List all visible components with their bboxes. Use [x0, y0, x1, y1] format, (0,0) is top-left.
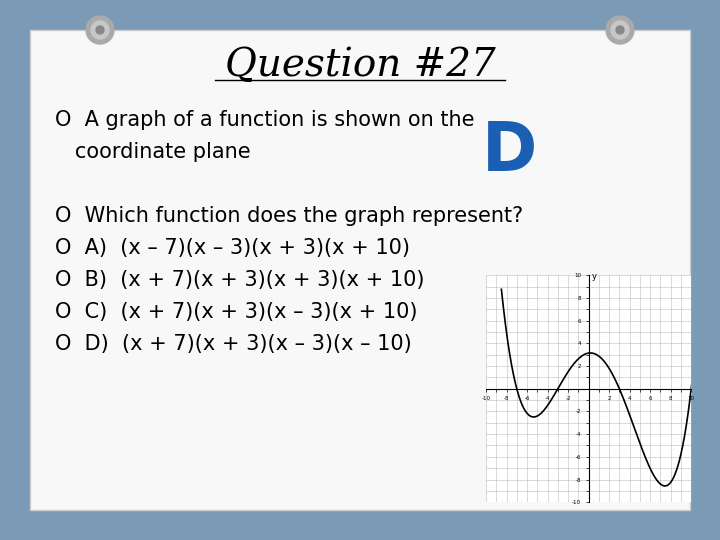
Circle shape: [606, 16, 634, 44]
Text: O  B)  (x + 7)(x + 3)(x + 3)(x + 10): O B) (x + 7)(x + 3)(x + 3)(x + 10): [55, 270, 425, 290]
Circle shape: [616, 26, 624, 34]
Text: D: D: [482, 119, 538, 185]
Text: O  Which function does the graph represent?: O Which function does the graph represen…: [55, 206, 523, 226]
Circle shape: [611, 21, 629, 39]
Text: O  A graph of a function is shown on the: O A graph of a function is shown on the: [55, 110, 474, 130]
Text: O  D)  (x + 7)(x + 3)(x – 3)(x – 10): O D) (x + 7)(x + 3)(x – 3)(x – 10): [55, 334, 412, 354]
Circle shape: [96, 26, 104, 34]
Text: coordinate plane: coordinate plane: [55, 142, 251, 162]
Text: O  A)  (x – 7)(x – 3)(x + 3)(x + 10): O A) (x – 7)(x – 3)(x + 3)(x + 10): [55, 238, 410, 258]
Text: y: y: [592, 272, 597, 281]
Text: Question #27: Question #27: [225, 46, 495, 84]
Circle shape: [91, 21, 109, 39]
Text: O  C)  (x + 7)(x + 3)(x – 3)(x + 10): O C) (x + 7)(x + 3)(x – 3)(x + 10): [55, 302, 418, 322]
Circle shape: [86, 16, 114, 44]
FancyBboxPatch shape: [30, 30, 690, 510]
